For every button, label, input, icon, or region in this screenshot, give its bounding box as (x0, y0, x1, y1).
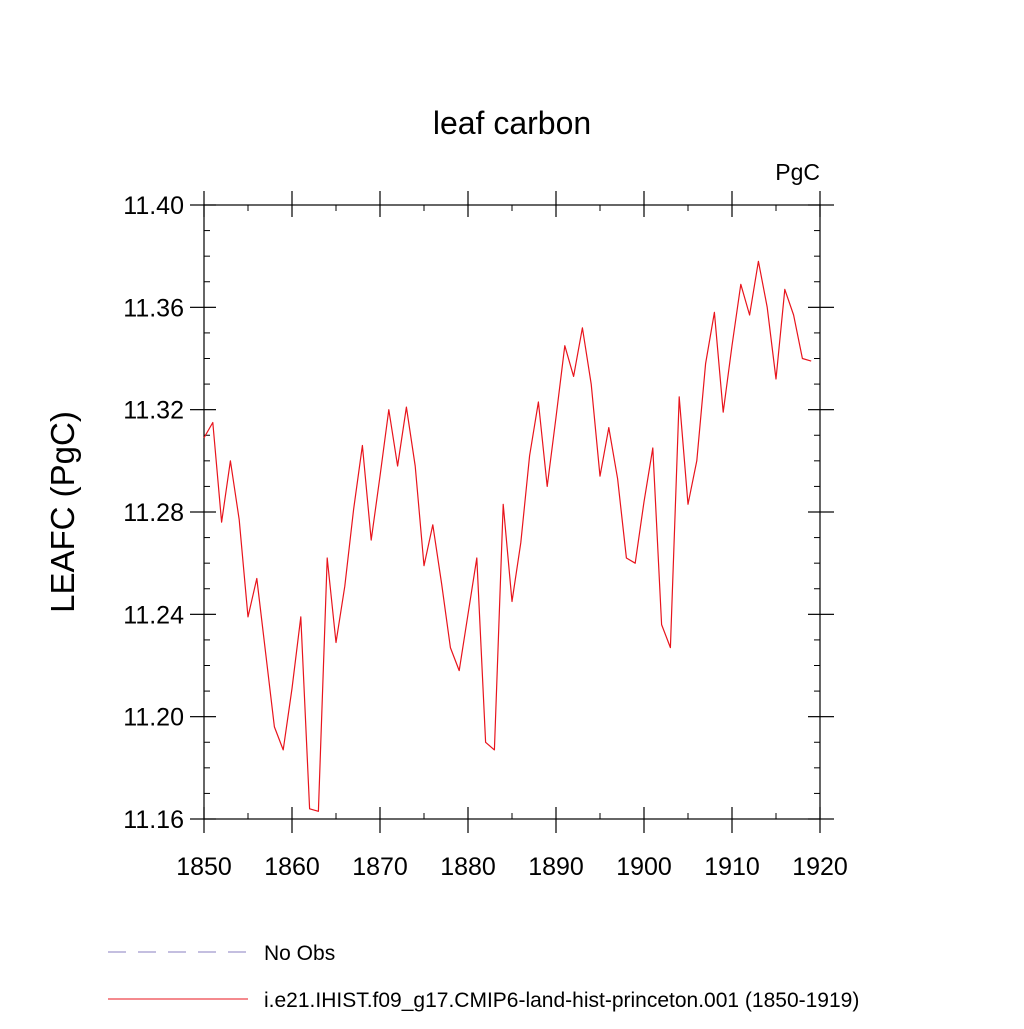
y-axis-label: LEAFC (PgC) (44, 411, 81, 613)
x-tick-label: 1920 (792, 853, 848, 881)
y-tick-label: 11.24 (123, 601, 184, 629)
legend-label: No Obs (264, 942, 335, 965)
y-axis-tick-labels: 11.16 11.20 11.24 11.28 11.32 11.36 11.40 (123, 192, 184, 834)
series-line (203, 260, 812, 812)
y-tick-label: 11.16 (123, 806, 184, 834)
y-tick-label: 11.40 (123, 192, 184, 220)
x-axis-tick-labels: 1850 1860 1870 1880 1890 1900 1910 1920 (176, 853, 848, 881)
x-tick-label: 1870 (352, 853, 408, 881)
x-tick-label: 1880 (440, 853, 496, 881)
legend: No Obs i.e21.IHIST.f09_g17.CMIP6-land-his… (108, 942, 859, 1012)
x-tick-label: 1860 (264, 853, 320, 881)
y-tick-label: 11.28 (123, 499, 184, 527)
legend-label: i.e21.IHIST.f09_g17.CMIP6-land-hist-prin… (264, 989, 859, 1012)
y-tick-label: 11.20 (123, 704, 184, 732)
y-tick-label: 11.36 (123, 294, 184, 322)
y-axis-ticks (190, 204, 834, 820)
x-axis-ticks (203, 191, 821, 833)
units-label: PgC (775, 159, 820, 185)
x-tick-label: 1890 (528, 853, 584, 881)
chart-title: leaf carbon (433, 105, 591, 141)
y-tick-label: 11.32 (123, 397, 184, 425)
series-lines (203, 260, 812, 812)
x-tick-label: 1910 (704, 853, 760, 881)
x-tick-label: 1850 (176, 853, 232, 881)
plot-frame (203, 204, 821, 820)
x-tick-label: 1900 (616, 853, 672, 881)
